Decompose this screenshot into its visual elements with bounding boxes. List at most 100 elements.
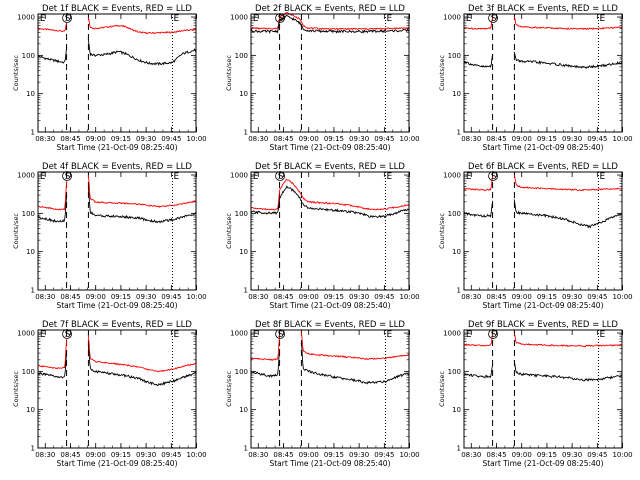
x-tick-label: 08:45: [60, 293, 80, 301]
y-tick-label: 1: [244, 129, 248, 137]
x-tick-label: 09:15: [537, 135, 557, 143]
event-rate-line: [250, 342, 410, 385]
x-tick-label: 10:00: [399, 451, 419, 459]
x-tick-label: 09:15: [324, 135, 344, 143]
event-marker-label: E: [466, 172, 472, 182]
x-tick-label: 08:30: [248, 451, 268, 459]
lld-rate-line: [250, 11, 410, 31]
event-rate-line: [37, 345, 197, 386]
plot-frame: [37, 329, 197, 449]
x-tick-label: 08:30: [461, 135, 481, 143]
y-axis-label: Counts/sec: [225, 371, 233, 407]
event-marker-label: E: [599, 172, 605, 182]
x-axis-label: Start Time (21-Oct-09 08:25:40): [56, 459, 177, 468]
x-tick-label: 08:45: [486, 135, 506, 143]
x-tick-label: 09:00: [86, 451, 106, 459]
lld-rate-line: [250, 331, 410, 362]
x-tick-label: 09:45: [587, 135, 607, 143]
event-marker-label: S: [65, 14, 71, 24]
lld-rate-line: [463, 16, 623, 30]
y-tick-label: 1: [457, 445, 461, 453]
x-tick-label: 09:30: [562, 135, 582, 143]
plot-frame: [463, 171, 623, 291]
y-tick-label: 1000: [17, 14, 35, 22]
x-axis-label: Start Time (21-Oct-09 08:25:40): [269, 459, 390, 468]
event-marker-label: E: [386, 172, 392, 182]
event-rate-line: [250, 15, 410, 34]
x-tick-label: 09:45: [161, 451, 181, 459]
x-tick-label: 09:45: [374, 135, 394, 143]
x-tick-label: 08:45: [486, 293, 506, 301]
x-tick-label: 09:30: [136, 135, 156, 143]
plot-frame: [463, 13, 623, 133]
x-tick-label: 09:00: [86, 135, 106, 143]
x-tick-label: 08:30: [248, 135, 268, 143]
event-marker-label: S: [491, 330, 497, 340]
x-axis-label: Start Time (21-Oct-09 08:25:40): [56, 143, 177, 152]
event-marker-label: E: [173, 330, 179, 340]
chart-panel-1: Det 1f BLACK = Events, RED = LLD 1 10 100 10…: [12, 4, 207, 152]
y-tick-label: 100: [235, 368, 248, 376]
chart-title: Det 2f BLACK = Events, RED = LLD: [255, 4, 405, 14]
x-tick-label: 10:00: [186, 451, 206, 459]
chart-title: Det 7f BLACK = Events, RED = LLD: [42, 320, 192, 330]
y-tick-label: 1000: [17, 172, 35, 180]
chart-panel-7: Det 7f BLACK = Events, RED = LLD 1 10 100 10…: [12, 320, 207, 468]
y-tick-label: 100: [22, 210, 35, 218]
event-rate-line: [37, 39, 197, 66]
x-axis-label: Start Time (21-Oct-09 08:25:40): [482, 459, 603, 468]
y-tick-label: 100: [235, 52, 248, 60]
x-tick-label: 08:30: [461, 451, 481, 459]
chart-title: Det 8f BLACK = Events, RED = LLD: [255, 320, 405, 330]
y-axis-label: Counts/sec: [225, 55, 233, 91]
chart-title: Det 9f BLACK = Events, RED = LLD: [468, 320, 618, 330]
plot-frame: [250, 13, 410, 133]
x-tick-label: 09:15: [324, 293, 344, 301]
y-tick-label: 10: [26, 90, 35, 98]
chart-panel-4: Det 4f BLACK = Events, RED = LLD 1 10 100 10…: [12, 162, 207, 310]
event-rate-line: [37, 187, 197, 224]
x-tick-label: 09:00: [86, 293, 106, 301]
lld-rate-line: [250, 179, 410, 211]
x-tick-label: 09:45: [587, 451, 607, 459]
lld-rate-line: [37, 334, 197, 373]
lld-rate-line: [37, 17, 197, 35]
x-tick-label: 08:30: [461, 293, 481, 301]
x-tick-label: 09:00: [299, 135, 319, 143]
x-axis-label: Start Time (21-Oct-09 08:25:40): [56, 301, 177, 310]
y-axis-label: Counts/sec: [438, 213, 446, 249]
x-tick-label: 09:30: [562, 451, 582, 459]
chart-title: Det 6f BLACK = Events, RED = LLD: [468, 162, 618, 172]
event-rate-line: [250, 185, 409, 219]
lld-rate-line: [463, 333, 623, 348]
event-marker-label: S: [491, 14, 497, 24]
chart-panel-8: Det 8f BLACK = Events, RED = LLD 1 10 100 10…: [225, 320, 420, 468]
x-axis-label: Start Time (21-Oct-09 08:25:40): [482, 143, 603, 152]
x-tick-label: 09:45: [161, 293, 181, 301]
x-tick-label: 10:00: [186, 293, 206, 301]
y-tick-label: 100: [448, 368, 461, 376]
x-axis-label: Start Time (21-Oct-09 08:25:40): [269, 143, 390, 152]
x-tick-label: 09:00: [512, 293, 532, 301]
x-tick-label: 08:30: [35, 451, 55, 459]
chart-panel-3: Det 3f BLACK = Events, RED = LLD 1 10 100 10…: [438, 4, 633, 152]
x-tick-label: 09:15: [537, 293, 557, 301]
y-tick-label: 1: [31, 287, 35, 295]
y-tick-label: 1000: [230, 172, 248, 180]
y-axis-label: Counts/sec: [438, 371, 446, 407]
x-tick-label: 09:45: [374, 451, 394, 459]
y-tick-label: 10: [239, 90, 248, 98]
plot-frame: [463, 329, 623, 449]
y-tick-label: 10: [239, 406, 248, 414]
chart-title: Det 3f BLACK = Events, RED = LLD: [468, 4, 618, 14]
chart-panel-9: Det 9f BLACK = Events, RED = LLD 1 10 100 10…: [438, 320, 633, 468]
plot-frame: [37, 171, 197, 291]
event-marker-label: E: [173, 172, 179, 182]
x-tick-label: 09:30: [136, 293, 156, 301]
y-tick-label: 1: [31, 129, 35, 137]
event-marker-label: E: [40, 14, 46, 24]
plot-frame: [250, 171, 410, 291]
y-tick-label: 100: [448, 52, 461, 60]
x-tick-label: 09:15: [537, 451, 557, 459]
x-tick-label: 08:45: [273, 135, 293, 143]
